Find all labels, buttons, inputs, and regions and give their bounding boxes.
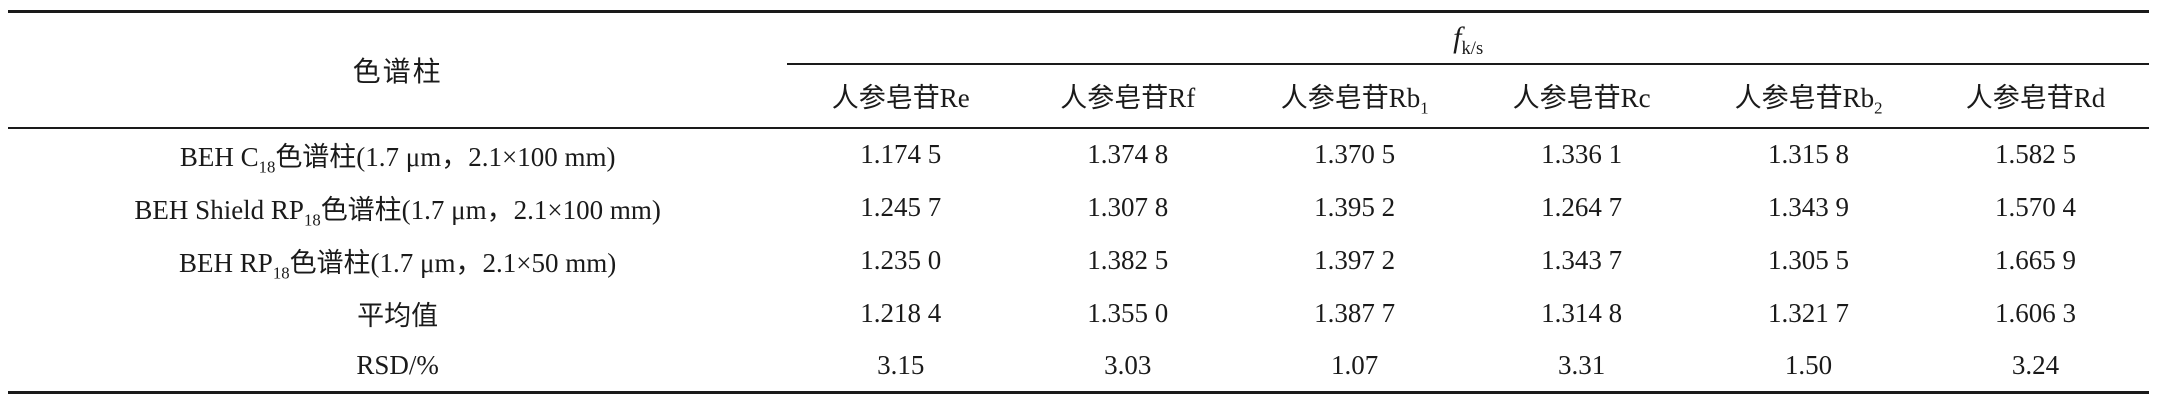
value-cell: 1.315 8 [1768,139,1850,169]
value-cell: 1.370 5 [1314,139,1396,169]
table-row: BEH RP18色谱柱(1.7 μm，2.1×50 mm) 1.235 0 1.38… [8,234,2149,287]
row-label: BEH Shield RP18色谱柱(1.7 μm，2.1×100 mm) [134,194,661,229]
row-label: BEH C18色谱柱(1.7 μm，2.1×100 mm) [179,142,616,177]
value-cell: 1.245 7 [860,191,942,222]
value-cell: 1.174 5 [860,139,942,169]
fks-results-table: 色谱柱 fk/s 人参皂苷Re 人参皂苷Rf 人参皂苷Rb1 人参皂苷Rc 人参皂苷Rb… [8,10,2149,394]
column-header-ginsenoside-5: 人参皂苷Rb2 [1695,63,1923,129]
value-cell: 1.50 [1784,349,1833,380]
value-cell: 1.582 5 [1995,139,2076,169]
table-row: BEH Shield RP18色谱柱(1.7 μm，2.1×100 mm) 1.2… [8,181,2149,234]
value-cell: 1.07 [1331,349,1379,380]
value-cell: 1.264 7 [1541,191,1623,222]
value-cell: 1.374 8 [1087,139,1169,169]
column-group-header-fks: fk/s [787,11,2149,65]
value-cell: 1.336 1 [1541,139,1623,169]
row-label: BEH RP18色谱柱(1.7 μm，2.1×50 mm) [179,247,617,282]
value-cell: 1.235 0 [860,244,942,275]
table-body: BEH C18色谱柱(1.7 μm，2.1×100 mm) 1.174 5 1.37… [8,128,2149,393]
ginsenoside-header-row: 人参皂苷Re 人参皂苷Rf 人参皂苷Rb1 人参皂苷Rc 人参皂苷Rb2 人参皂苷Rd [8,63,2149,129]
value-cell: 1.321 7 [1768,297,1850,328]
fks-subscript: k/s [1461,37,1484,59]
table-row: BEH C18色谱柱(1.7 μm，2.1×100 mm) 1.174 5 1.37… [8,128,2149,181]
value-cell: 1.218 4 [860,297,942,328]
value-cell: 1.606 3 [1995,297,2076,328]
row-label: RSD/% [356,349,439,380]
value-cell: 1.343 9 [1768,191,1850,222]
value-cell: 1.570 4 [1995,191,2076,222]
table-row: RSD/% 3.15 3.03 1.07 3.31 1.50 3.24 [8,340,2149,393]
value-cell: 1.665 9 [1995,244,2076,275]
value-cell: 1.307 8 [1087,191,1169,222]
value-cell: 1.395 2 [1314,191,1396,222]
value-cell: 1.397 2 [1314,244,1396,275]
column-header-ginsenoside-1: 人参皂苷Re [787,63,1015,129]
value-cell: 3.15 [877,349,925,380]
column-header-ginsenoside-6: 人参皂苷Rd [1922,63,2149,129]
value-cell: 3.03 [1104,349,1152,380]
value-cell: 1.343 7 [1541,244,1623,275]
fks-symbol: f [1453,20,1462,54]
value-cell: 1.314 8 [1541,297,1623,328]
column-header-ginsenoside-4: 人参皂苷Rc [1468,63,1696,129]
column-header-ginsenoside-2: 人参皂苷Rf [1014,63,1242,129]
table-header: 色谱柱 fk/s 人参皂苷Re 人参皂苷Rf 人参皂苷Rb1 人参皂苷Rc 人参皂苷Rb… [8,11,2149,129]
group-header-row: 色谱柱 fk/s [8,11,2149,129]
table-container: 色谱柱 fk/s 人参皂苷Re 人参皂苷Rf 人参皂苷Rb1 人参皂苷Rc 人参皂苷Rb… [8,10,2149,394]
value-cell: 1.387 7 [1314,297,1396,328]
value-cell: 3.24 [2011,349,2060,380]
row-label: 平均值 [357,300,439,331]
value-cell: 1.382 5 [1087,244,1169,275]
column-header-ginsenoside-3: 人参皂苷Rb1 [1241,63,1469,129]
column-header-stationary-phase: 色谱柱 [8,11,788,129]
value-cell: 1.305 5 [1768,244,1850,275]
value-cell: 1.355 0 [1087,297,1169,328]
value-cell: 3.31 [1557,349,1606,380]
table-row: 平均值 1.218 4 1.355 0 1.387 7 1.314 8 1.321 7 1.… [8,287,2149,340]
